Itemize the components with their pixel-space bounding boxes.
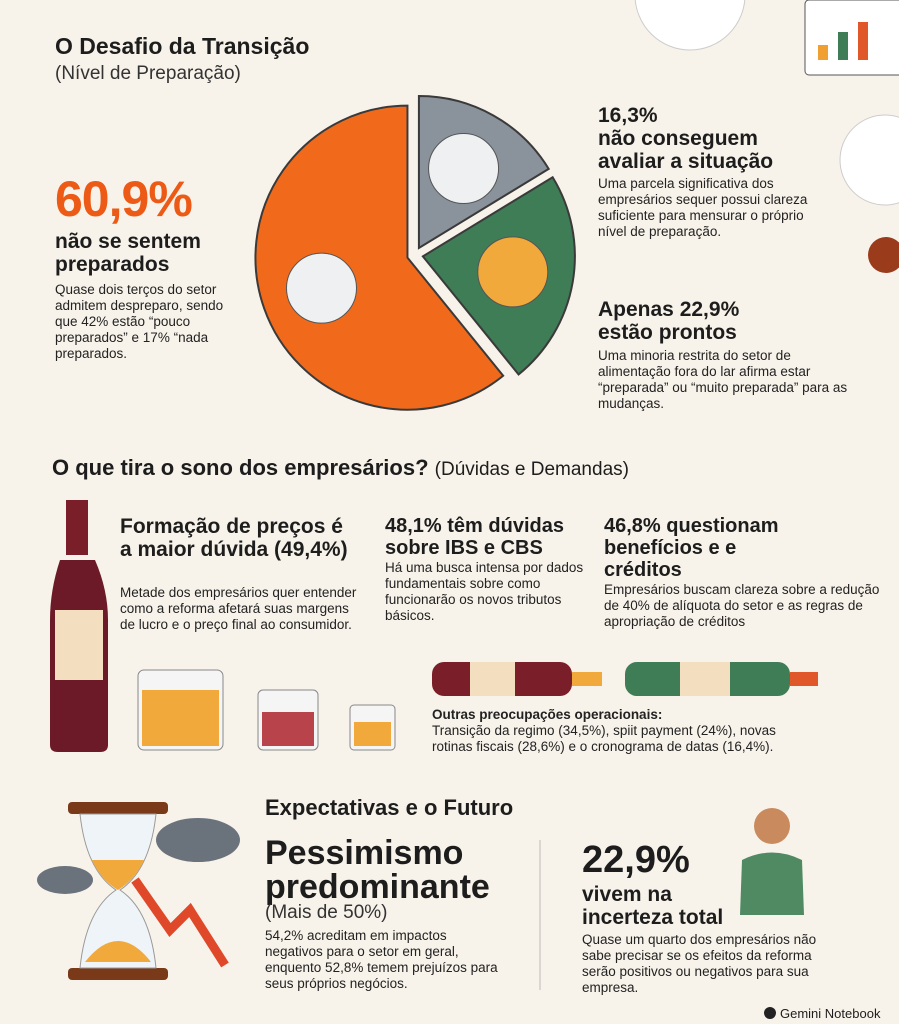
chart-decoration: [858, 22, 868, 60]
text: Há uma busca intensa por dados fundament…: [385, 560, 584, 623]
decline-arrow: [131, 877, 229, 968]
heading: Pessimismo predominante: [265, 834, 490, 906]
plate-decoration: [634, 0, 746, 51]
hourglass: [68, 968, 168, 980]
other-title: Outras preocupações operacionais:: [432, 707, 663, 722]
plate-decoration: [839, 114, 899, 206]
cup-fill: [142, 690, 219, 746]
heading: não se sentem preparados: [55, 230, 201, 276]
subheading: (Mais de 50%): [265, 902, 388, 923]
text: Uma minoria restrita do setor de aliment…: [598, 348, 848, 411]
chart-decoration: [804, 0, 899, 76]
section-title: O que tira o sono dos empresários?: [52, 455, 429, 480]
bottle-label: [470, 662, 515, 696]
text: Empresários buscam clareza sobre a reduç…: [604, 582, 880, 629]
bottle: [66, 500, 88, 555]
figure: 16,3%: [598, 104, 658, 127]
pie-chart: [254, 95, 576, 411]
heading: não conseguem avaliar a situação: [598, 127, 774, 173]
bowl-decoration: [868, 237, 899, 273]
hourglass: [79, 813, 157, 969]
section-title: Expectativas e o Futuro: [265, 795, 514, 820]
heading: Formação de preços é a maior dúvida (49,…: [120, 515, 348, 561]
figure: 60,9%: [55, 171, 193, 227]
logo: [764, 1007, 776, 1019]
cup-fill: [262, 712, 314, 746]
text: Transição da regimo (34,5%), spiit payme…: [432, 723, 776, 754]
title: O Desafio da Transição: [55, 33, 310, 59]
text: 54,2% acreditam em impactos negativos pa…: [265, 928, 498, 991]
bottle-label: [680, 662, 730, 696]
heading: vivem na incerteza total: [582, 883, 724, 929]
subtitle: (Nível de Preparação): [55, 63, 241, 84]
footer: Gemini Notebook: [780, 1006, 881, 1021]
cloud: [156, 818, 240, 862]
heading: 48,1% têm dúvidas sobre IBS e CBS: [385, 515, 564, 559]
figure: 22,9%: [582, 839, 690, 881]
plate-decoration: [285, 252, 357, 324]
bottle: [790, 672, 818, 686]
text: Metade dos empresários quer entender com…: [120, 585, 357, 632]
section-subtitle: (Dúvidas e Demandas): [434, 459, 629, 480]
bottle-label: [55, 610, 103, 680]
plate-decoration: [428, 132, 500, 204]
hourglass: [68, 802, 168, 814]
bottle: [572, 672, 602, 686]
person: [754, 808, 790, 844]
heading: Apenas 22,9% estão prontos: [598, 298, 740, 344]
text: Quase dois terços do setor admitem despr…: [55, 282, 224, 361]
chart-decoration: [818, 45, 828, 60]
hourglass-sand: [85, 860, 151, 962]
section-heading: O que tira o sono dos empresários? (Dúvi…: [52, 455, 629, 481]
heading: 46,8% questionam benefícios e e créditos: [604, 515, 779, 581]
text: Quase um quarto dos empresários não sabe…: [582, 932, 817, 995]
person: [740, 852, 804, 915]
pie-slice: [254, 104, 505, 411]
cup-fill: [354, 722, 391, 746]
cloud: [37, 866, 93, 894]
plate-decoration: [477, 236, 549, 308]
chart-decoration: [838, 32, 848, 60]
text: Uma parcela significativa dos empresário…: [598, 176, 808, 239]
